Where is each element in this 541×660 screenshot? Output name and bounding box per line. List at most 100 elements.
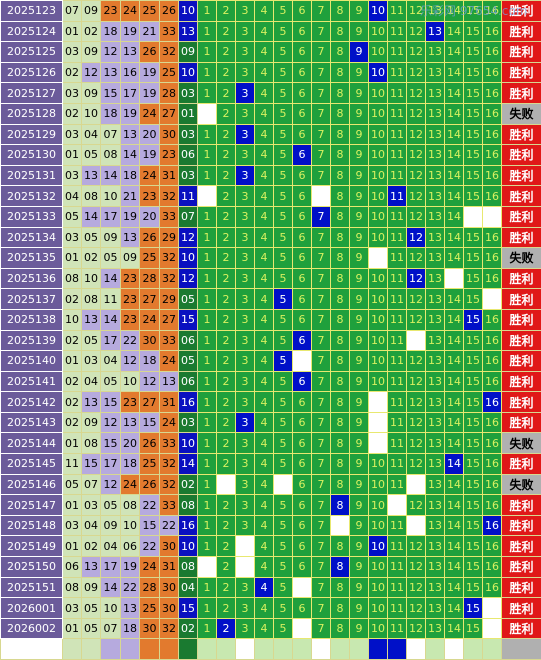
grid-cell: 6 <box>293 21 312 42</box>
grid-cell <box>312 639 331 660</box>
red-number: 24 <box>140 309 160 330</box>
grid-cell: 3 <box>236 618 255 639</box>
grid-cell: 13 <box>426 42 445 63</box>
grid-cell: 16 <box>483 268 502 289</box>
red-number: 05 <box>82 227 101 248</box>
blue-number: 10 <box>179 248 198 269</box>
grid-cell: 12 <box>407 474 426 495</box>
grid-cell: 8 <box>331 206 350 227</box>
grid-cell: 14 <box>445 186 464 207</box>
grid-cell: 8 <box>331 309 350 330</box>
grid-cell: 14 <box>445 515 464 536</box>
red-number: 15 <box>101 433 121 454</box>
period: 2025136 <box>1 268 63 289</box>
red-number: 32 <box>160 42 179 63</box>
grid-cell: 13 <box>426 618 445 639</box>
grid-cell: 11 <box>388 618 407 639</box>
grid-cell: 1 <box>198 618 217 639</box>
red-number: 32 <box>160 268 179 289</box>
result: 胜利 <box>502 62 541 83</box>
grid-cell: 9 <box>350 1 369 22</box>
grid-cell: 15 <box>464 289 483 310</box>
blue-number: 15 <box>179 309 198 330</box>
grid-cell: 9 <box>350 103 369 124</box>
grid-cell: 7 <box>312 289 331 310</box>
red-number: 13 <box>121 412 140 433</box>
grid-cell: 10 <box>369 103 388 124</box>
grid-cell: 15 <box>464 330 483 351</box>
grid-cell: 9 <box>350 371 369 392</box>
grid-cell: 3 <box>236 42 255 63</box>
grid-cell: 2 <box>217 412 236 433</box>
grid-cell: 10 <box>369 227 388 248</box>
red-number: 24 <box>121 474 140 495</box>
grid-cell: 2 <box>217 83 236 104</box>
grid-cell: 8 <box>331 454 350 475</box>
grid-cell: 5 <box>274 289 293 310</box>
grid-cell: 16 <box>483 536 502 557</box>
red-number: 09 <box>121 248 140 269</box>
grid-cell: 11 <box>388 83 407 104</box>
grid-cell: 8 <box>331 248 350 269</box>
grid-cell: 7 <box>312 351 331 372</box>
grid-cell: 15 <box>464 248 483 269</box>
blue-number: 14 <box>179 454 198 475</box>
grid-cell: 13 <box>426 536 445 557</box>
grid-cell <box>236 639 255 660</box>
grid-cell: 2 <box>217 62 236 83</box>
grid-cell: 15 <box>464 474 483 495</box>
red-number: 02 <box>63 62 82 83</box>
red-number: 26 <box>140 42 160 63</box>
grid-cell: 1 <box>198 371 217 392</box>
grid-cell: 6 <box>293 309 312 330</box>
grid-cell: 4 <box>255 371 274 392</box>
grid-cell: 11 <box>388 412 407 433</box>
grid-cell: 16 <box>483 371 502 392</box>
grid-cell: 11 <box>388 206 407 227</box>
grid-cell: 12 <box>407 186 426 207</box>
red-number: 21 <box>140 21 160 42</box>
grid-cell: 8 <box>331 412 350 433</box>
red-number: 18 <box>121 454 140 475</box>
grid-cell: 8 <box>331 103 350 124</box>
grid-cell: 13 <box>426 351 445 372</box>
red-number: 02 <box>63 392 82 413</box>
grid-cell: 9 <box>350 145 369 166</box>
grid-cell: 16 <box>483 289 502 310</box>
grid-cell: 2 <box>217 103 236 124</box>
grid-cell: 2 <box>217 454 236 475</box>
grid-cell: 14 <box>445 227 464 248</box>
grid-cell: 8 <box>331 83 350 104</box>
grid-cell: 13 <box>426 62 445 83</box>
grid-cell: 5 <box>274 454 293 475</box>
grid-cell: 3 <box>236 103 255 124</box>
grid-cell: 2 <box>217 474 236 495</box>
grid-cell: 14 <box>445 206 464 227</box>
grid-cell: 14 <box>445 248 464 269</box>
grid-cell: 10 <box>369 536 388 557</box>
grid-cell: 10 <box>369 598 388 619</box>
red-number: 12 <box>140 371 160 392</box>
result: 胜利 <box>502 454 541 475</box>
period: 2025125 <box>1 42 63 63</box>
grid-cell: 5 <box>274 371 293 392</box>
grid-cell: 13 <box>426 598 445 619</box>
grid-cell: 4 <box>255 392 274 413</box>
empty-row <box>1 639 541 660</box>
grid-cell: 13 <box>426 309 445 330</box>
red-number: 29 <box>160 227 179 248</box>
period: 2026002 <box>1 618 63 639</box>
grid-cell: 10 <box>369 474 388 495</box>
blue-number: 10 <box>179 62 198 83</box>
grid-cell: 4 <box>255 227 274 248</box>
red-number: 12 <box>121 351 140 372</box>
grid-cell: 13 <box>426 268 445 289</box>
blue-number: 02 <box>179 618 198 639</box>
